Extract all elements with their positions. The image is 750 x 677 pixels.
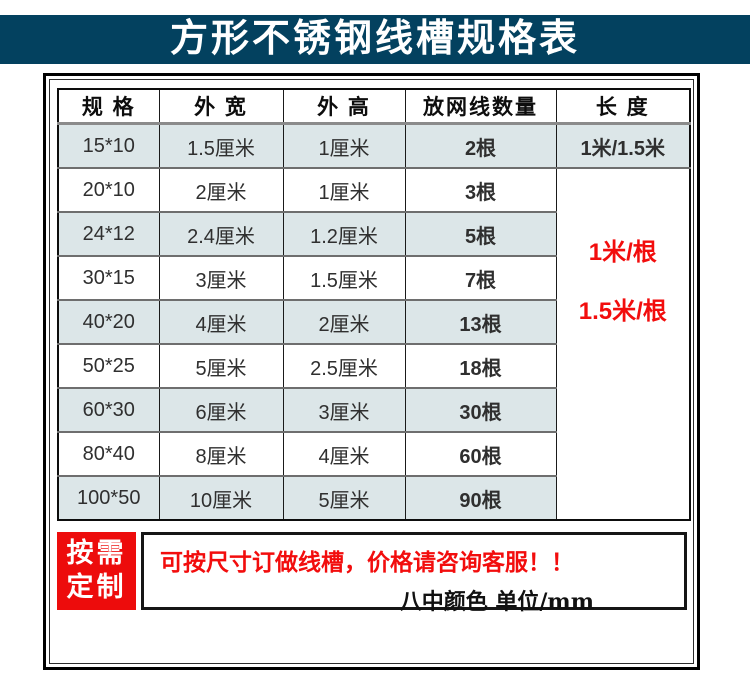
- table-header-row: 规 格 外 宽 外 高 放网线数量 长 度: [58, 89, 690, 125]
- cable-count-cell: 3根: [404, 167, 556, 212]
- cable-count-cell: 60根: [404, 431, 556, 476]
- content-frame: 规 格 外 宽 外 高 放网线数量 长 度 15*10 1.5厘米 1厘米 2根…: [43, 73, 700, 670]
- length-per-1-5-meter: 1.5米/根: [578, 298, 667, 325]
- badge-line1: 按需: [66, 538, 127, 569]
- header-outer-width: 外 宽: [158, 89, 283, 125]
- outer-width-cell: 6厘米: [158, 387, 283, 432]
- header-spec: 规 格: [58, 89, 159, 125]
- outer-width-cell: 2厘米: [158, 167, 283, 212]
- table-row: 80*40 8厘米 4厘米 60根: [58, 431, 690, 476]
- length-cell: 1米/1.5米: [555, 122, 690, 168]
- cable-count-cell: 90根: [404, 475, 556, 520]
- custom-order-note: 可按尺寸订做线槽，价格请咨询客服！！ 八中颜色 单位/mm: [141, 532, 687, 615]
- length-per-meter: 1米/根: [588, 239, 657, 266]
- badge-line2: 定制: [66, 572, 127, 602]
- spec-cell: 15*10: [58, 122, 159, 168]
- spec-cell: 24*12: [58, 211, 159, 256]
- content-frame-inner: 规 格 外 宽 外 高 放网线数量 长 度 15*10 1.5厘米 1厘米 2根…: [49, 79, 694, 664]
- custom-order-section: 按需 定制 可按尺寸订做线槽，价格请咨询客服！！ 八中颜色 单位/mm: [57, 532, 687, 615]
- outer-width-cell: 4厘米: [158, 299, 283, 344]
- header-cable-count: 放网线数量: [404, 89, 556, 125]
- outer-height-cell: 1厘米: [282, 167, 405, 212]
- spec-cell: 20*10: [58, 167, 159, 212]
- outer-height-cell: 5厘米: [282, 475, 405, 520]
- outer-width-cell: 1.5厘米: [158, 122, 283, 168]
- spec-cell: 60*30: [58, 387, 159, 432]
- table-row: 24*12 2.4厘米 1.2厘米 5根: [58, 211, 690, 256]
- outer-width-cell: 8厘米: [158, 431, 283, 476]
- table-row: 15*10 1.5厘米 1厘米 2根 1米/1.5米: [58, 122, 690, 168]
- spec-cell: 30*15: [58, 255, 159, 300]
- outer-height-cell: 4厘米: [282, 431, 405, 476]
- cable-count-cell: 2根: [404, 122, 556, 168]
- cable-count-cell: 7根: [404, 255, 556, 300]
- cable-count-cell: 5根: [404, 211, 556, 256]
- custom-order-text: 可按尺寸订做线槽，价格请咨询客服！！: [160, 549, 574, 575]
- table-row: 20*10 2厘米 1厘米 3根 1米/根 1.5米/根: [58, 167, 690, 520]
- outer-height-cell: 1.2厘米: [282, 211, 405, 256]
- table-row: 60*30 6厘米 3厘米 30根: [58, 387, 690, 432]
- color-unit-text: 八中颜色 单位/mm: [399, 589, 594, 615]
- header-length: 长 度: [555, 89, 690, 125]
- spec-cell: 50*25: [58, 343, 159, 388]
- outer-width-cell: 10厘米: [158, 475, 283, 520]
- outer-width-cell: 2.4厘米: [158, 211, 283, 256]
- outer-height-cell: 1.5厘米: [282, 255, 405, 300]
- spec-cell: 40*20: [58, 299, 159, 344]
- page-title: 方形不锈钢线槽规格表: [169, 18, 580, 60]
- cable-count-cell: 18根: [404, 343, 556, 388]
- spec-cell: 80*40: [58, 431, 159, 476]
- table-row: 50*25 5厘米 2.5厘米 18根: [58, 343, 690, 388]
- spec-table: 规 格 外 宽 外 高 放网线数量 长 度 15*10 1.5厘米 1厘米 2根…: [57, 88, 691, 521]
- spec-cell: 100*50: [58, 475, 159, 520]
- table-row: 100*50 10厘米 5厘米 90根: [58, 475, 690, 520]
- outer-height-cell: 1厘米: [282, 122, 405, 168]
- outer-height-cell: 2厘米: [282, 299, 405, 344]
- custom-order-badge: 按需 定制: [57, 532, 136, 610]
- title-banner: 方形不锈钢线槽规格表: [0, 15, 750, 64]
- length-merged-cell: 1米/根 1.5米/根: [555, 167, 690, 520]
- outer-height-cell: 2.5厘米: [282, 343, 405, 388]
- header-outer-height: 外 高: [282, 89, 405, 125]
- table-row: 40*20 4厘米 2厘米 13根: [58, 299, 690, 344]
- outer-height-cell: 3厘米: [282, 387, 405, 432]
- table-row: 30*15 3厘米 1.5厘米 7根: [58, 255, 690, 300]
- outer-width-cell: 3厘米: [158, 255, 283, 300]
- cable-count-cell: 13根: [404, 299, 556, 344]
- outer-width-cell: 5厘米: [158, 343, 283, 388]
- cable-count-cell: 30根: [404, 387, 556, 432]
